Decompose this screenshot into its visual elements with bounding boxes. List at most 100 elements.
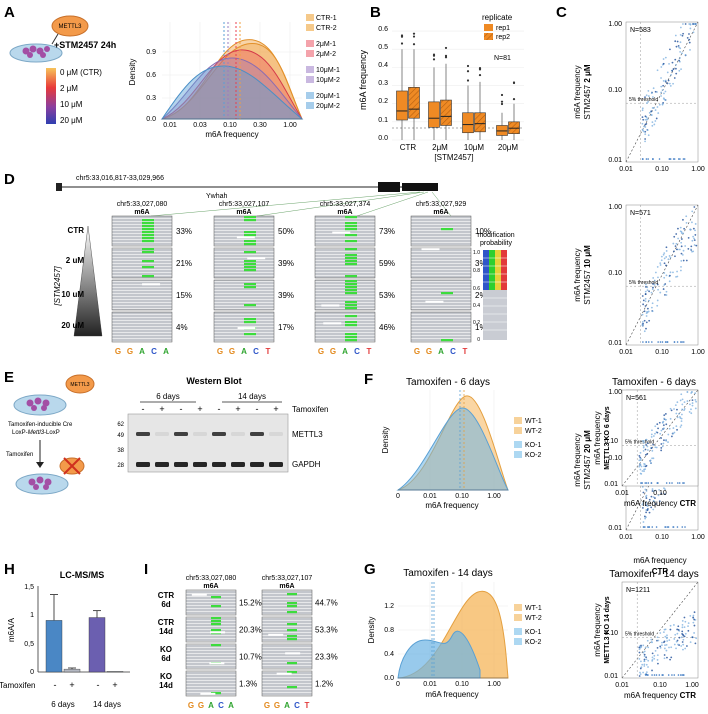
- mettl3-band: [155, 432, 169, 436]
- data-point: [651, 302, 654, 305]
- y-axis-label-treatment: STM2457 2 μM: [583, 64, 592, 119]
- legend-label: 10μM-1: [316, 67, 340, 74]
- mettl3-label: METTL3: [70, 382, 89, 388]
- arrow-head-icon: [36, 462, 44, 468]
- data-point: [679, 47, 682, 50]
- median-lines: [431, 582, 435, 678]
- data-point: [643, 650, 646, 653]
- data-point: [689, 23, 692, 25]
- cells-icon: [22, 45, 50, 58]
- x-tick: 2μM: [432, 143, 448, 152]
- data-point: [643, 660, 646, 663]
- data-point: [645, 315, 648, 317]
- data-point: [674, 34, 677, 37]
- outlier-point: [412, 43, 416, 46]
- data-point: [687, 247, 690, 250]
- data-point: [693, 611, 696, 614]
- data-point: [651, 158, 654, 160]
- data-point: [680, 232, 683, 235]
- base-letter: C: [151, 347, 157, 356]
- x-tick: 0.03: [193, 122, 207, 129]
- legend-label: CTR-1: [316, 15, 337, 22]
- data-point: [677, 643, 679, 646]
- data-point: [647, 310, 650, 313]
- data-point: [664, 635, 667, 638]
- data-point: [695, 244, 698, 247]
- mettl3-band: [212, 432, 226, 436]
- base-letter: A: [208, 701, 214, 710]
- data-point: [695, 23, 697, 25]
- data-point: [680, 341, 682, 343]
- data-point: [645, 341, 647, 343]
- data-point: [663, 417, 666, 420]
- data-point: [693, 23, 696, 25]
- data-point: [646, 509, 649, 512]
- x-tick: 0.01: [423, 493, 437, 500]
- scale-tick: 0: [477, 337, 480, 343]
- data-point: [644, 133, 647, 136]
- scale-tick: 0.4: [473, 303, 480, 309]
- data-point: [694, 407, 697, 410]
- base-letter: G: [318, 347, 324, 356]
- x-tick: 0: [396, 493, 400, 500]
- treatment-label: +STM2457 24h: [54, 40, 116, 50]
- read-block: [410, 215, 472, 247]
- base-letter: G: [330, 347, 336, 356]
- data-point: [644, 96, 646, 99]
- data-point: [663, 252, 666, 255]
- data-point: [654, 489, 657, 492]
- data-point: [677, 674, 680, 676]
- data-point: [640, 660, 642, 663]
- data-point: [660, 492, 663, 495]
- m6a-call: [441, 339, 453, 342]
- data-point: [673, 341, 676, 343]
- mettl3-blob-icon: [51, 15, 89, 37]
- data-point: [682, 482, 684, 484]
- data-point: [665, 439, 668, 441]
- legend-label: KO-2: [525, 639, 541, 646]
- data-point: [673, 638, 676, 640]
- box-rep1: [462, 112, 474, 134]
- data-point: [644, 300, 647, 303]
- data-point: [638, 658, 641, 660]
- x-tick: 0.01: [163, 122, 177, 129]
- outlier-point: [444, 46, 448, 50]
- data-point: [660, 91, 663, 94]
- base-letter: T: [266, 347, 271, 356]
- data-point: [674, 255, 676, 258]
- petri-dish-icon: [13, 394, 67, 416]
- row-label: Tamoxifen: [292, 405, 328, 414]
- data-point: [644, 526, 646, 528]
- legend-swatch: [514, 451, 522, 458]
- percent-label: 2%: [475, 291, 487, 300]
- data-point: [645, 327, 647, 330]
- m6a-call: [287, 593, 297, 596]
- data-point: [639, 472, 642, 475]
- data-point: [657, 341, 659, 343]
- y-tick: 1.00: [608, 21, 622, 28]
- data-point: [641, 158, 644, 160]
- m6a-call: [142, 228, 154, 231]
- x-tick: 0.10: [653, 490, 667, 497]
- base-letter: T: [463, 347, 468, 356]
- mettl3-band: [174, 432, 188, 436]
- m6a-call: [287, 629, 297, 632]
- data-point: [641, 295, 644, 297]
- legend-swatch: [514, 417, 522, 424]
- band-label: METTL3: [292, 430, 323, 439]
- gradient-label: 2 μM: [60, 84, 78, 93]
- data-point: [669, 85, 672, 87]
- legend-label: KO-1: [525, 629, 541, 636]
- data-point: [654, 90, 657, 93]
- data-point: [675, 425, 678, 428]
- data-point: [660, 449, 663, 452]
- data-point: [648, 319, 651, 322]
- box-rep1: [396, 90, 408, 121]
- data-point: [664, 526, 666, 528]
- data-point: [668, 274, 671, 277]
- data-point: [646, 286, 649, 289]
- data-point: [643, 319, 646, 322]
- data-point: [686, 400, 689, 402]
- y-tick: 0.01: [604, 481, 618, 488]
- m6a-call: [142, 237, 154, 240]
